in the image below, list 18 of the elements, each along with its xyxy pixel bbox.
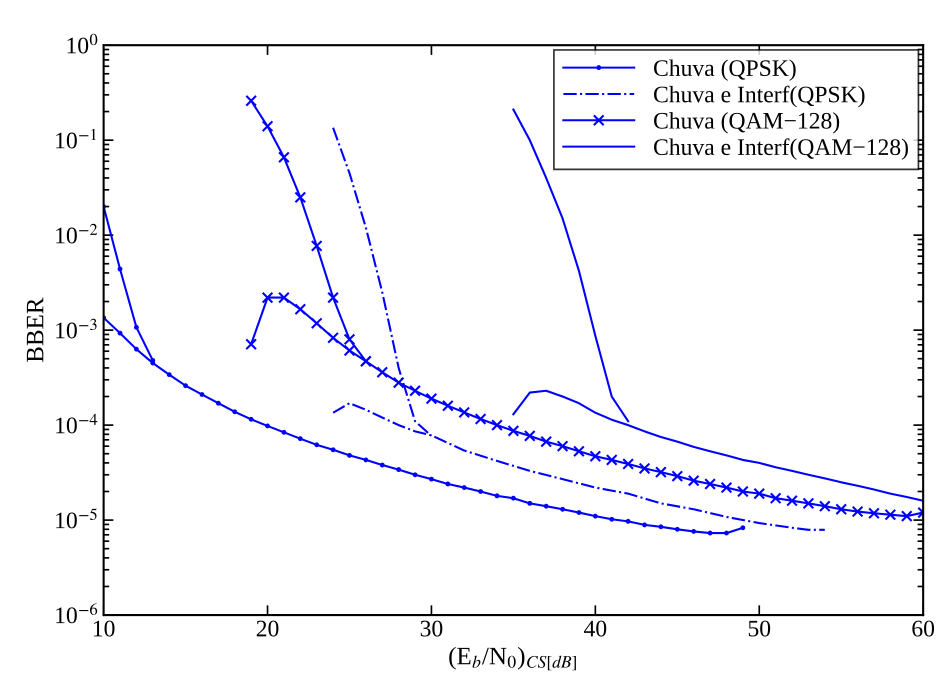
x-tick-label: 40 [584,620,606,637]
legend-label: Chuva e Interf(QPSK) [654,86,864,108]
x-tick-label: 30 [420,620,442,637]
x-tick-label: 10 [94,620,115,637]
y-axis-title: BBER [26,298,44,362]
legend-label: Chuva (QPSK) [654,59,796,81]
x-tick-label: 60 [912,620,934,637]
x-axis-title: (E$_{b}$/N$_{0}$)$_{CS[dB]}$ [449,646,576,670]
x-tick-label: 20 [256,620,278,637]
legend-label: Chuva e Interf(QAM−128) [654,138,908,160]
y-tick-label: 10$^{−2}$ [56,224,98,244]
legend-label: Chuva (QAM−128) [654,112,840,134]
y-tick-label: 10$^{−4}$ [56,414,98,434]
y-tick-label: 10$^{−1}$ [56,128,96,148]
y-tick-label: 10$^{−5}$ [56,508,97,528]
x-tick-label: 50 [748,620,770,637]
y-tick-label: 10$^{−3}$ [56,318,97,338]
y-tick-label: 10$^{0}$ [68,34,98,54]
